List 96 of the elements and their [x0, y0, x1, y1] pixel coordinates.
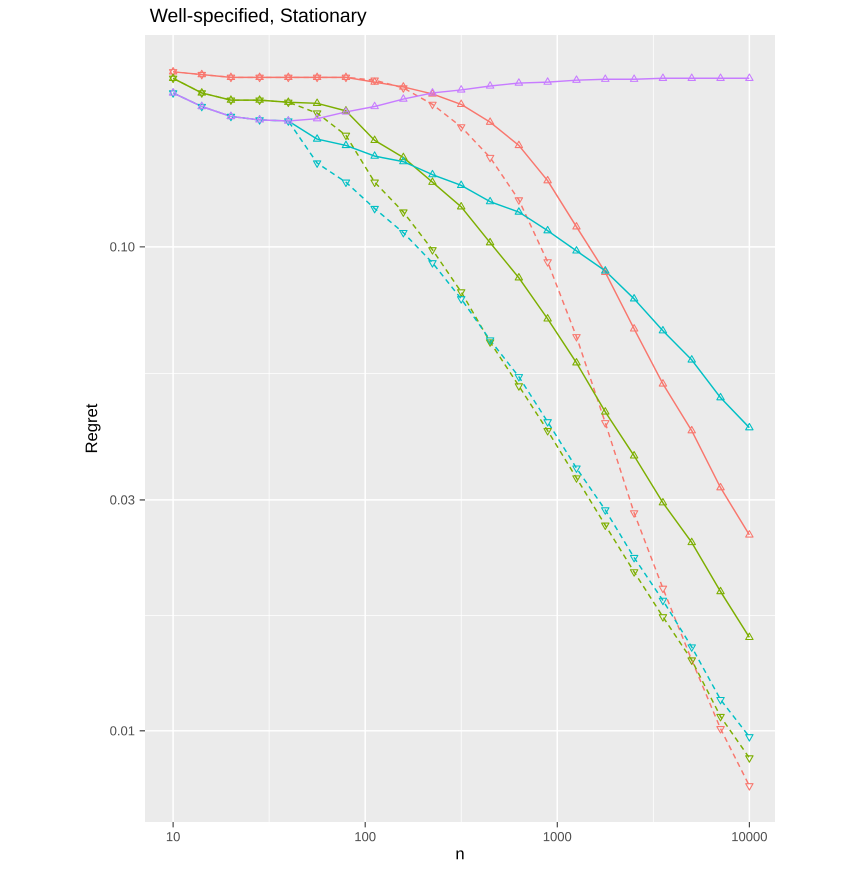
point — [456, 202, 466, 210]
point — [486, 196, 494, 204]
point — [630, 451, 638, 459]
point — [572, 475, 581, 483]
point — [543, 176, 552, 184]
point — [370, 136, 379, 144]
point — [543, 314, 552, 322]
x-tick-label: 10 — [166, 832, 180, 842]
point — [716, 696, 725, 704]
point — [630, 510, 638, 518]
x-tick-label: 100 — [355, 832, 376, 842]
point — [716, 482, 725, 490]
point — [745, 530, 754, 538]
point — [514, 78, 524, 86]
y-tick-label: 0.10 — [110, 242, 134, 252]
point — [716, 714, 725, 722]
point — [514, 383, 524, 391]
point — [658, 598, 668, 606]
point — [572, 465, 581, 473]
point — [658, 614, 668, 622]
y-tick-label: 0.01 — [110, 726, 134, 736]
y-axis-title: Regret — [86, 404, 101, 452]
point — [514, 374, 524, 382]
y-tick-label: 0.03 — [110, 495, 134, 505]
point — [312, 72, 322, 80]
point — [716, 392, 725, 400]
point — [428, 177, 437, 185]
point — [543, 77, 552, 85]
point — [658, 326, 668, 334]
chart-title: Well-specified, Stationary — [150, 8, 367, 26]
point — [572, 358, 581, 366]
point — [601, 407, 610, 415]
point — [312, 114, 322, 122]
point — [658, 586, 668, 594]
point — [255, 95, 264, 103]
point — [716, 726, 725, 734]
point — [543, 419, 552, 427]
point — [688, 355, 696, 363]
point — [601, 522, 610, 530]
point — [486, 238, 494, 246]
point — [428, 170, 437, 178]
point — [399, 152, 408, 160]
point — [572, 75, 581, 83]
point — [370, 102, 379, 110]
point — [226, 95, 236, 103]
point — [370, 151, 379, 159]
point — [630, 569, 638, 577]
point — [543, 428, 552, 436]
point — [688, 644, 696, 652]
x-tick-label: 10000 — [732, 832, 767, 842]
point — [745, 734, 754, 742]
x-axis-title: n — [456, 850, 464, 860]
point — [226, 72, 236, 80]
point — [745, 422, 754, 430]
point — [572, 246, 581, 254]
point — [312, 134, 322, 142]
point — [456, 100, 466, 108]
point — [658, 379, 668, 387]
point — [342, 72, 350, 80]
point — [168, 66, 178, 74]
point — [716, 73, 725, 81]
point — [630, 74, 638, 82]
point — [198, 88, 206, 96]
point — [630, 294, 638, 302]
point — [399, 94, 408, 102]
point — [745, 783, 754, 791]
point — [688, 73, 696, 81]
point — [342, 140, 350, 148]
point — [198, 70, 206, 78]
point — [658, 73, 668, 81]
point — [312, 98, 322, 106]
point — [572, 222, 581, 230]
point — [601, 507, 610, 515]
point — [514, 140, 524, 148]
point — [543, 226, 552, 234]
point — [456, 180, 466, 188]
point — [255, 72, 264, 80]
point — [399, 82, 408, 90]
point — [630, 554, 638, 562]
point — [514, 273, 524, 280]
point — [168, 73, 178, 81]
point — [486, 117, 494, 125]
point — [630, 324, 638, 332]
point — [399, 156, 408, 164]
point — [745, 755, 754, 763]
point — [456, 85, 466, 93]
point — [284, 72, 293, 80]
point — [688, 538, 696, 546]
point — [514, 207, 524, 215]
point — [601, 74, 610, 82]
point — [601, 420, 610, 428]
point — [284, 97, 293, 105]
point — [486, 81, 494, 89]
x-tick-label: 1000 — [544, 832, 572, 842]
point — [688, 426, 696, 434]
point — [745, 73, 754, 81]
